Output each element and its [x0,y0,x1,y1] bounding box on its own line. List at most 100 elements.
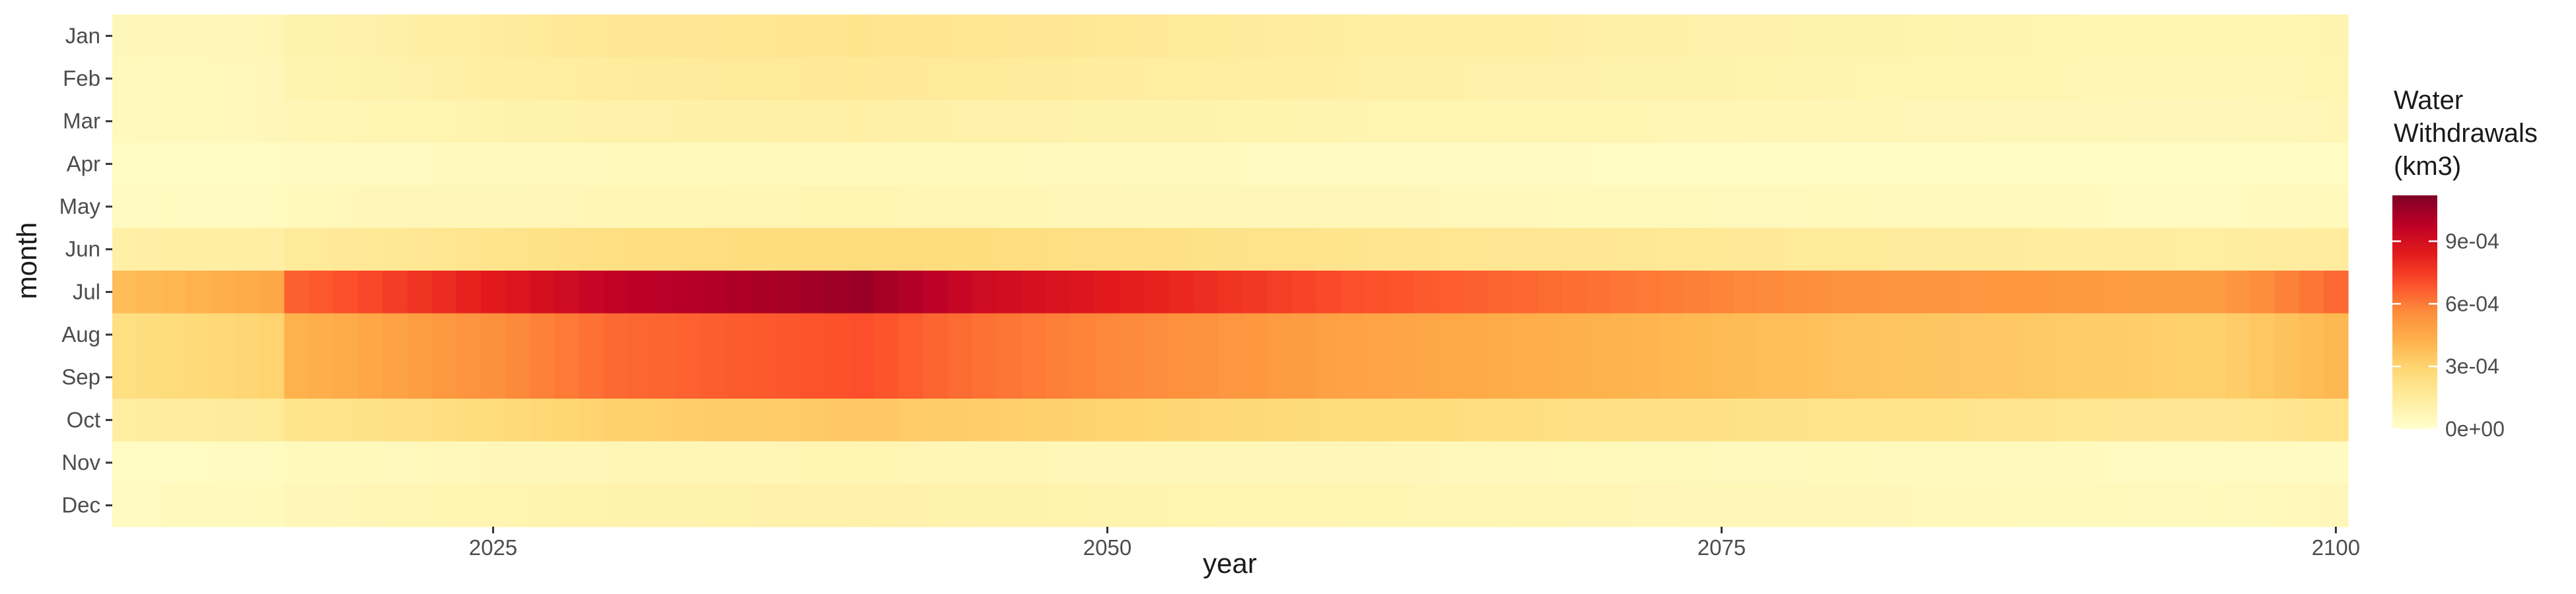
heatmap-cell [1168,228,1194,271]
heatmap-cell [1881,15,1907,58]
heatmap-cell [2299,484,2324,527]
heatmap-cell [1954,484,1980,527]
heatmap-cell [1291,313,1317,356]
heatmap-cell [824,356,850,399]
heatmap-cell [284,441,310,484]
heatmap-cell [1930,143,1956,186]
heatmap-cell [431,271,457,314]
heatmap-cell [2250,15,2275,58]
heatmap-cell [775,313,801,356]
heatmap-cell [1390,143,1415,186]
heatmap-cell [234,143,260,186]
heatmap-cell [2225,441,2250,484]
heatmap-cell [1906,228,1931,271]
heatmap-cell [161,271,187,314]
heatmap-cell [2077,100,2103,143]
heatmap-cell [1758,15,1784,58]
heatmap-cell [923,143,948,186]
heatmap-cell [357,100,383,143]
heatmap-cell [849,228,875,271]
heatmap-cell [1390,484,1415,527]
heatmap-cell [1193,228,1219,271]
heatmap-cell [775,228,801,271]
heatmap-cell [1980,228,2005,271]
heatmap-cell [137,313,162,356]
heatmap-cell [1046,441,1071,484]
heatmap-cell [751,484,776,527]
heatmap-cell [505,15,530,58]
heatmap-cell [234,185,260,228]
heatmap-cell [1439,228,1464,271]
heatmap-cell [1635,356,1661,399]
x-axis-title: year [1203,548,1257,579]
heatmap-cell [2299,100,2324,143]
heatmap-cell [210,399,236,442]
heatmap-cell [407,143,433,186]
legend-title-line: (km3) [2394,152,2461,181]
heatmap-cell [308,143,334,186]
heatmap-cell [1316,441,1342,484]
heatmap-cell [653,228,678,271]
heatmap-cell [923,228,948,271]
heatmap-cell [1734,484,1759,527]
heatmap-cell [1094,399,1120,442]
heatmap-cell [1709,399,1735,442]
heatmap-cell [1217,313,1243,356]
heatmap-cell [824,15,850,58]
heatmap-cell [1267,399,1293,442]
heatmap-cell [1561,399,1587,442]
heatmap-cell [849,15,875,58]
heatmap-cell [186,100,211,143]
heatmap-cell [775,15,801,58]
heatmap-cell [1513,356,1538,399]
heatmap-cell [1660,143,1686,186]
heatmap-cell [1120,100,1145,143]
heatmap-cell [1783,271,1808,314]
heatmap-cell [1807,100,1833,143]
heatmap-cell [1832,15,1857,58]
heatmap-cell [1611,100,1636,143]
heatmap-cell [1807,15,1833,58]
heatmap-cell [1906,185,1931,228]
heatmap-cell [333,313,359,356]
heatmap-cell [1881,441,1907,484]
heatmap-cell [431,143,457,186]
heatmap-cell [775,143,801,186]
heatmap-cell [1758,57,1784,100]
heatmap-cell [775,185,801,228]
heatmap-cell [726,15,752,58]
heatmap-cell [898,399,924,442]
heatmap-cell [210,228,236,271]
heatmap-cell [603,228,629,271]
heatmap-cell [456,441,482,484]
heatmap-cell [1291,271,1317,314]
heatmap-cell [1954,143,1980,186]
heatmap-cell [726,313,752,356]
heatmap-cell [1414,271,1440,314]
heatmap-cell [1070,57,1096,100]
heatmap-cell [260,313,285,356]
heatmap-cell [603,441,629,484]
heatmap-cell [2028,228,2054,271]
heatmap-cell [849,441,875,484]
heatmap-cell [1070,399,1096,442]
heatmap-cell [2299,15,2324,58]
heatmap-cell [382,15,408,58]
heatmap-cell [2028,57,2054,100]
heatmap-cell [677,356,703,399]
heatmap-cell [2323,100,2349,143]
heatmap-cell [1267,100,1293,143]
heatmap-cell [2200,185,2226,228]
heatmap-cell [726,143,752,186]
heatmap-cell [653,484,678,527]
heatmap-cell [2004,185,2030,228]
heatmap-cell [1980,484,2005,527]
heatmap-cell [1635,484,1661,527]
heatmap-cell [1316,356,1342,399]
heatmap-cell [308,15,334,58]
heatmap-cell [653,271,678,314]
heatmap-cell [530,15,555,58]
heatmap-cell [1684,57,1710,100]
heatmap-cell [1316,399,1342,442]
heatmap-cell [1414,228,1440,271]
